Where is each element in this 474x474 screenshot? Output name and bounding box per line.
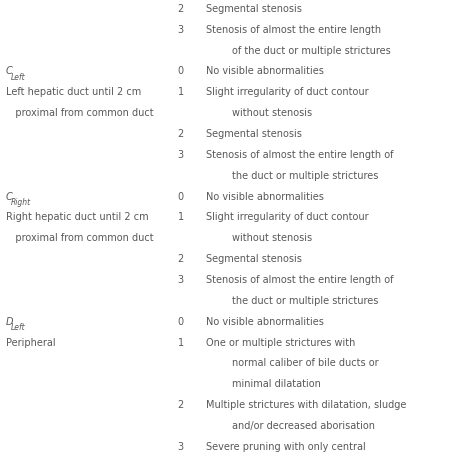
Text: Left: Left bbox=[11, 73, 26, 82]
Text: C: C bbox=[6, 191, 12, 201]
Text: normal caliber of bile ducts or: normal caliber of bile ducts or bbox=[232, 358, 379, 368]
Text: One or multiple strictures with: One or multiple strictures with bbox=[206, 337, 356, 347]
Text: C: C bbox=[6, 66, 12, 76]
Text: Severe pruning with only central: Severe pruning with only central bbox=[206, 442, 366, 452]
Text: Left: Left bbox=[11, 323, 26, 332]
Text: Segmental stenosis: Segmental stenosis bbox=[206, 4, 302, 14]
Text: Stenosis of almost the entire length of: Stenosis of almost the entire length of bbox=[206, 150, 394, 160]
Text: No visible abnormalities: No visible abnormalities bbox=[206, 191, 324, 201]
Text: Segmental stenosis: Segmental stenosis bbox=[206, 129, 302, 139]
Text: and/or decreased aborisation: and/or decreased aborisation bbox=[232, 421, 375, 431]
Text: No visible abnormalities: No visible abnormalities bbox=[206, 66, 324, 76]
Text: Right hepatic duct until 2 cm: Right hepatic duct until 2 cm bbox=[6, 212, 148, 222]
Text: Left hepatic duct until 2 cm: Left hepatic duct until 2 cm bbox=[6, 87, 141, 97]
Text: without stenosis: without stenosis bbox=[232, 233, 312, 243]
Text: D: D bbox=[6, 317, 13, 327]
Text: Stenosis of almost the entire length of: Stenosis of almost the entire length of bbox=[206, 275, 394, 285]
Text: 2: 2 bbox=[178, 4, 184, 14]
Text: Segmental stenosis: Segmental stenosis bbox=[206, 254, 302, 264]
Text: 0: 0 bbox=[178, 191, 184, 201]
Text: without stenosis: without stenosis bbox=[232, 108, 312, 118]
Text: Slight irregularity of duct contour: Slight irregularity of duct contour bbox=[206, 212, 369, 222]
Text: Slight irregularity of duct contour: Slight irregularity of duct contour bbox=[206, 87, 369, 97]
Text: No visible abnormalities: No visible abnormalities bbox=[206, 317, 324, 327]
Text: 2: 2 bbox=[178, 129, 184, 139]
Text: Right: Right bbox=[11, 198, 31, 207]
Text: the duct or multiple strictures: the duct or multiple strictures bbox=[232, 171, 379, 181]
Text: 3: 3 bbox=[178, 442, 184, 452]
Text: 3: 3 bbox=[178, 150, 184, 160]
Text: Peripheral: Peripheral bbox=[6, 337, 55, 347]
Text: 1: 1 bbox=[178, 87, 184, 97]
Text: 3: 3 bbox=[178, 275, 184, 285]
Text: of the duct or multiple strictures: of the duct or multiple strictures bbox=[232, 46, 391, 55]
Text: 0: 0 bbox=[178, 66, 184, 76]
Text: the duct or multiple strictures: the duct or multiple strictures bbox=[232, 296, 379, 306]
Text: 2: 2 bbox=[178, 400, 184, 410]
Text: Stenosis of almost the entire length: Stenosis of almost the entire length bbox=[206, 25, 381, 35]
Text: 0: 0 bbox=[178, 317, 184, 327]
Text: 3: 3 bbox=[178, 25, 184, 35]
Text: proximal from common duct: proximal from common duct bbox=[6, 108, 153, 118]
Text: 2: 2 bbox=[178, 254, 184, 264]
Text: 1: 1 bbox=[178, 337, 184, 347]
Text: minimal dilatation: minimal dilatation bbox=[232, 379, 321, 389]
Text: Multiple strictures with dilatation, sludge: Multiple strictures with dilatation, slu… bbox=[206, 400, 407, 410]
Text: 1: 1 bbox=[178, 212, 184, 222]
Text: proximal from common duct: proximal from common duct bbox=[6, 233, 153, 243]
